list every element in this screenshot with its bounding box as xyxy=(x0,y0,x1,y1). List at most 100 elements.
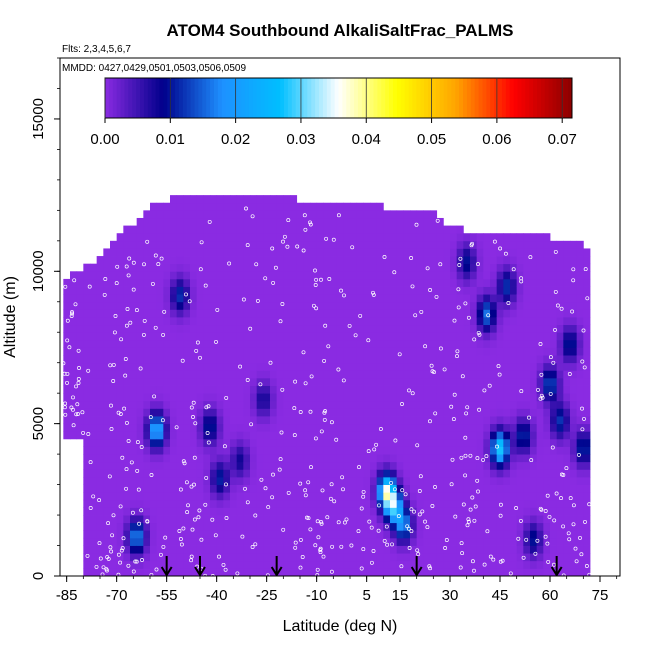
heat-cell xyxy=(556,416,564,425)
sample-point xyxy=(243,486,247,491)
heat-cell xyxy=(263,553,271,562)
sample-point xyxy=(69,405,74,410)
heat-cell xyxy=(383,408,391,417)
heat-cell xyxy=(523,370,531,379)
sample-point xyxy=(189,484,194,489)
heat-cell xyxy=(256,286,264,295)
colorbar-segment xyxy=(521,78,526,118)
heat-cell xyxy=(103,438,111,447)
heat-cell xyxy=(323,332,331,341)
sample-point xyxy=(306,516,311,521)
heat-cell xyxy=(363,408,371,417)
heat-cell xyxy=(343,416,351,425)
heat-cell xyxy=(523,431,531,440)
heat-cell xyxy=(536,355,544,364)
heat-cell xyxy=(316,423,324,432)
heat-cell xyxy=(416,294,424,303)
heat-cell xyxy=(243,560,251,569)
heat-cell xyxy=(363,530,371,539)
sample-point xyxy=(460,374,465,379)
sample-point xyxy=(475,478,480,483)
heat-cell xyxy=(410,256,418,265)
sample-point xyxy=(162,309,167,314)
heat-cell xyxy=(350,377,358,386)
heat-cell xyxy=(416,271,424,280)
heat-cell xyxy=(450,256,458,265)
heat-cell xyxy=(423,362,431,371)
heat-cell xyxy=(210,332,218,341)
heat-cell xyxy=(243,515,251,524)
heat-cell xyxy=(283,492,291,501)
heat-cell xyxy=(383,484,391,493)
sample-point xyxy=(463,473,468,478)
heat-cell xyxy=(323,263,331,272)
heat-cell xyxy=(416,301,424,310)
sample-point xyxy=(286,490,291,495)
heat-cell xyxy=(203,476,211,485)
heat-cell xyxy=(450,286,458,295)
heat-cell xyxy=(463,362,471,371)
heat-cell xyxy=(290,385,298,394)
heat-cell xyxy=(156,545,164,554)
sample-point xyxy=(192,455,197,460)
heat-cell xyxy=(410,377,418,386)
heat-cell xyxy=(203,195,211,204)
heat-cell xyxy=(236,309,244,318)
heat-cell xyxy=(170,522,178,531)
heat-cell xyxy=(150,515,158,524)
heat-cell xyxy=(463,530,471,539)
heat-cell xyxy=(310,553,318,562)
heat-cell xyxy=(523,362,531,371)
heat-cell xyxy=(103,317,111,326)
heat-cell xyxy=(476,271,484,280)
heat-cell xyxy=(276,515,284,524)
heat-cell xyxy=(290,499,298,508)
heat-cell xyxy=(550,522,558,531)
heat-cell xyxy=(250,416,258,425)
heat-cell xyxy=(310,469,318,478)
heat-cell xyxy=(230,461,238,470)
sample-point xyxy=(181,459,186,464)
heat-cell xyxy=(523,347,531,356)
heat-cell xyxy=(396,377,404,386)
sample-point xyxy=(458,565,463,570)
heat-cell xyxy=(76,377,84,386)
colorbar-segment xyxy=(143,78,149,118)
heat-cell xyxy=(476,362,484,371)
heat-cell xyxy=(476,454,484,463)
heat-cell xyxy=(370,423,378,432)
heat-cell xyxy=(236,347,244,356)
heat-cell xyxy=(90,370,98,379)
heat-cell xyxy=(330,355,338,364)
sample-point xyxy=(303,381,308,386)
heat-cell xyxy=(503,256,511,265)
heat-cell xyxy=(416,362,424,371)
colorbar-segment xyxy=(132,78,137,118)
heat-cell xyxy=(256,393,264,402)
heat-cell xyxy=(350,568,358,576)
heat-cell xyxy=(403,233,411,242)
heat-cell xyxy=(303,469,311,478)
heat-cell xyxy=(156,423,164,432)
heat-cell xyxy=(363,484,371,493)
heat-cell xyxy=(350,446,358,455)
heat-cell xyxy=(243,431,251,440)
heat-cell xyxy=(423,400,431,409)
heat-cell xyxy=(170,301,178,310)
heat-cell xyxy=(336,515,344,524)
heat-cell xyxy=(323,530,331,539)
heat-cell xyxy=(250,217,258,226)
heat-cell xyxy=(223,225,231,234)
heat-cell xyxy=(290,469,298,478)
sample-point xyxy=(371,549,376,553)
sample-point xyxy=(382,255,387,259)
heat-cell xyxy=(516,476,524,485)
heat-cell xyxy=(196,317,204,326)
sample-point xyxy=(553,327,557,332)
heat-cell xyxy=(543,324,551,333)
heat-cell xyxy=(496,568,504,576)
heat-cell xyxy=(190,195,198,204)
heat-cell xyxy=(243,454,251,463)
colorbar-segment xyxy=(272,78,277,118)
heat-cell xyxy=(336,347,344,356)
